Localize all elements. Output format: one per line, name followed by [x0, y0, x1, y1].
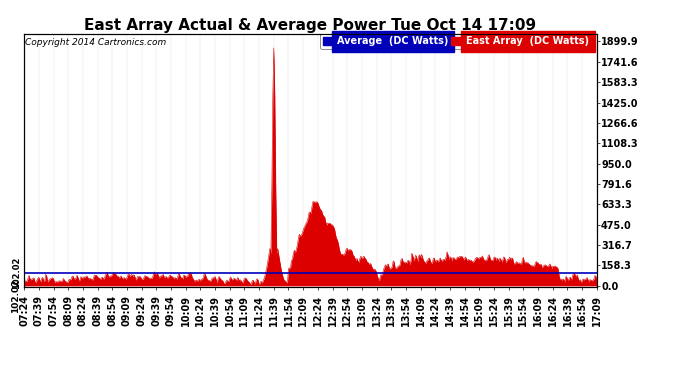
Text: 102.02: 102.02 [12, 256, 21, 289]
Text: Copyright 2014 Cartronics.com: Copyright 2014 Cartronics.com [26, 38, 166, 46]
Text: 102.02: 102.02 [10, 279, 20, 314]
Title: East Array Actual & Average Power Tue Oct 14 17:09: East Array Actual & Average Power Tue Oc… [84, 18, 537, 33]
Legend: Average  (DC Watts), East Array  (DC Watts): Average (DC Watts), East Array (DC Watts… [319, 33, 592, 50]
